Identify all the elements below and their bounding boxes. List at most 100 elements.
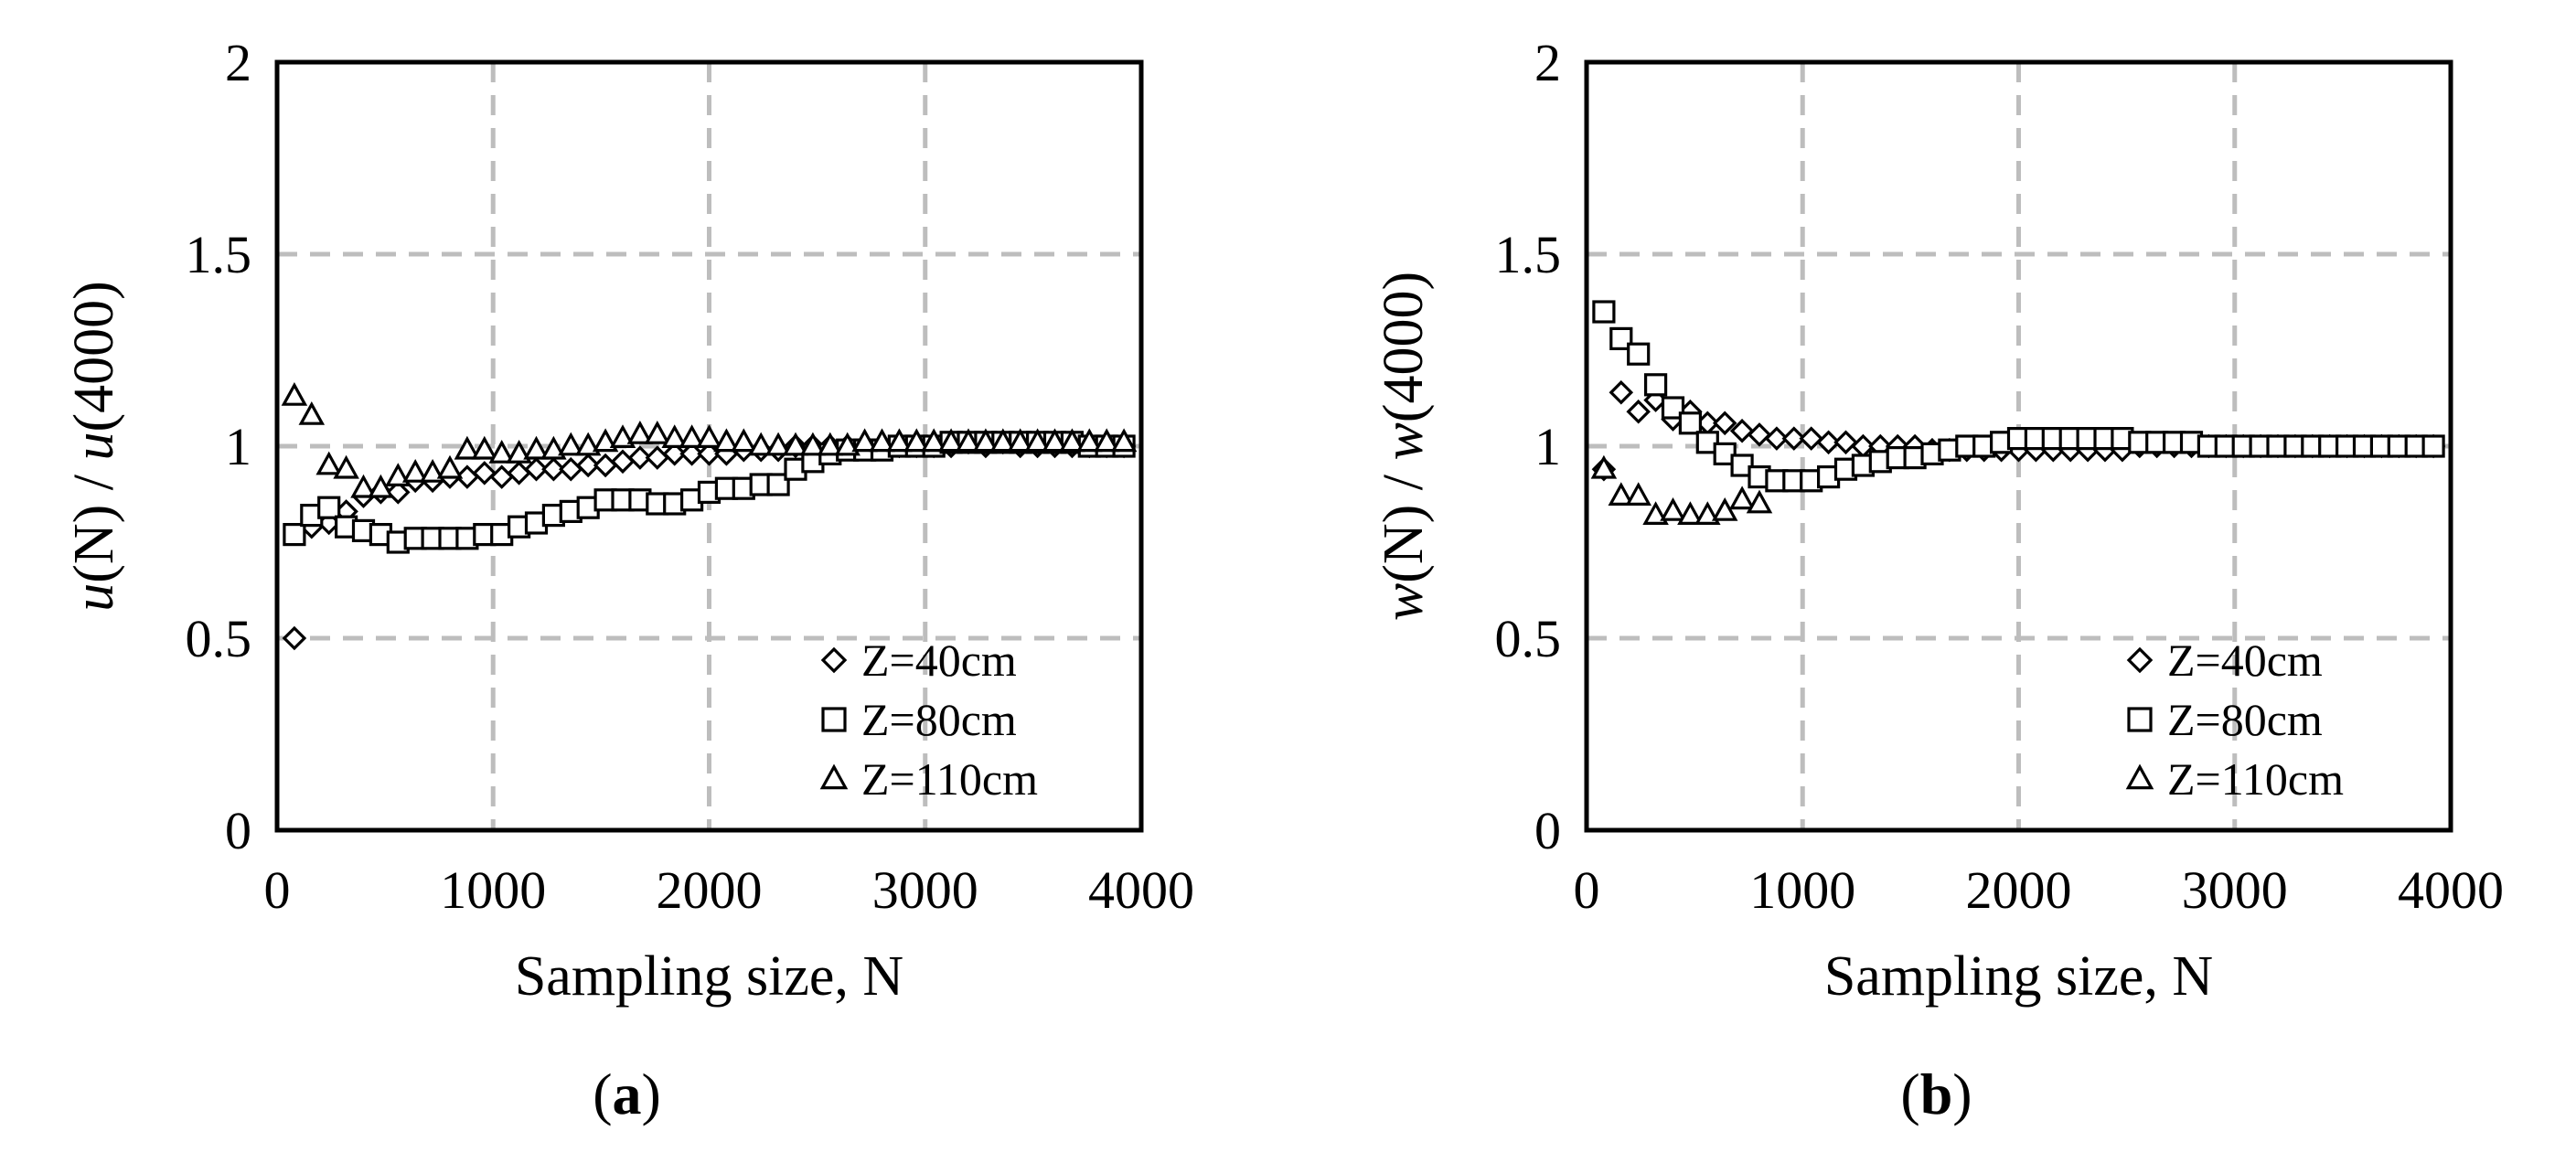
square-marker [1643, 373, 1668, 397]
diamond-marker [1626, 399, 1651, 424]
triangle-marker [609, 424, 636, 448]
triangle-marker [764, 432, 792, 456]
triangle-marker [661, 424, 688, 448]
triangle-marker [834, 432, 860, 456]
panel-caption: (b) [1900, 1062, 1972, 1126]
diamond-marker [1609, 379, 1634, 405]
square-marker [1713, 442, 1737, 465]
y-axis-var2: u [63, 432, 125, 461]
triangle-marker [747, 432, 775, 456]
y-tick-label: 1.5 [186, 225, 252, 284]
triangle-marker [1024, 428, 1051, 453]
triangle-marker [471, 435, 498, 460]
triangle-marker [886, 428, 913, 453]
diamond-marker [662, 442, 687, 466]
y-tick-label: 2 [1534, 33, 1561, 92]
x-tick-label: 2000 [657, 860, 763, 920]
triangle-marker [1110, 428, 1138, 453]
legend-diamond-symbol [820, 646, 848, 674]
triangle-marker [488, 439, 515, 464]
panel-b-chart: 0 0.5 1 1.5 2 0 1000 2000 3000 4000 Sampling siz… [1373, 33, 2504, 1126]
triangle-marker [1007, 428, 1033, 453]
triangle-marker [281, 381, 308, 406]
x-tick-labels: 0 1000 2000 3000 4000 [1574, 860, 2505, 920]
y-tick-label: 1 [225, 417, 251, 476]
plot-frame [1584, 59, 2453, 833]
triangle-marker [799, 432, 827, 456]
x-tick-label: 4000 [2398, 860, 2504, 920]
triangle-marker [1625, 482, 1651, 507]
legend-square-symbol [2127, 707, 2153, 732]
square-marker [2421, 434, 2445, 458]
triangle-marker [1746, 489, 1773, 514]
diamond-marker [679, 442, 704, 466]
square-marker [283, 522, 306, 547]
diamond-marker [1764, 426, 1790, 451]
triangle-marker [523, 435, 550, 460]
y-tick-label: 0 [225, 801, 251, 860]
legend-square-symbol [821, 707, 847, 732]
triangle-marker [869, 428, 895, 453]
y-axis-label: u(N) / u(4000) [63, 281, 125, 612]
square-marker [1678, 411, 1703, 435]
legend-label: Z=110cm [2167, 753, 2344, 805]
x-tick-label: 4000 [1088, 860, 1194, 920]
y-axis-label: w(N) / w(4000) [1373, 272, 1435, 621]
x-tick-label: 3000 [2182, 860, 2288, 920]
legend-triangle-symbol [2125, 763, 2154, 790]
square-marker [1609, 326, 1633, 350]
data-markers [1590, 300, 2446, 526]
x-tick-label: 0 [264, 860, 291, 920]
triangle-marker [1042, 428, 1068, 453]
y-tick-label: 1 [1534, 417, 1561, 476]
triangle-marker [506, 439, 532, 464]
triangle-marker [782, 432, 809, 456]
diamond-marker [610, 449, 636, 475]
triangle-marker [540, 435, 567, 460]
diamond-marker [593, 453, 618, 478]
square-marker [766, 473, 790, 496]
legend-triangle-symbol [819, 763, 849, 790]
x-tick-label: 1000 [440, 860, 546, 920]
triangle-marker [1728, 485, 1756, 510]
panel-caption: (a) [593, 1062, 661, 1126]
triangle-marker [679, 424, 705, 448]
y-axis-var: u [63, 583, 125, 612]
data-markers [281, 381, 1138, 651]
y-tick-label: 1.5 [1495, 225, 1562, 284]
x-tick-label: 3000 [872, 860, 978, 920]
diamond-marker [575, 453, 601, 478]
legend-label: Z=110cm [861, 753, 1038, 805]
triangle-marker [436, 454, 464, 479]
triangle-marker [626, 420, 654, 444]
diamond-marker [472, 461, 497, 485]
diamond-marker [541, 456, 566, 482]
triangle-marker [368, 474, 394, 498]
triangle-marker [817, 432, 844, 456]
y-tick-labels: 0 0.5 1 1.5 2 [1495, 33, 1562, 860]
triangle-marker [903, 428, 930, 453]
triangle-marker [1059, 428, 1085, 453]
diamond-marker [1712, 411, 1737, 436]
legend-label: Z=40cm [861, 635, 1017, 686]
diamond-marker [1729, 418, 1755, 443]
triangle-marker [937, 428, 965, 453]
legend: Z=40cm Z=80cm Z=110cm [819, 635, 1038, 805]
diamond-marker [1799, 426, 1823, 451]
triangle-marker [558, 432, 584, 456]
triangle-marker [1093, 428, 1120, 453]
x-tick-label: 0 [1574, 860, 1600, 920]
triangle-marker [1076, 428, 1103, 453]
square-marker [1695, 431, 1719, 454]
panel-a-chart: 0 0.5 1 1.5 2 0 1000 2000 3000 4000 Sampling siz… [63, 33, 1194, 1126]
triangle-marker [851, 428, 878, 453]
triangle-marker [574, 432, 602, 456]
triangle-marker [1694, 501, 1721, 526]
legend-label: Z=80cm [2167, 694, 2323, 745]
diamond-marker [282, 625, 307, 651]
y-tick-label: 0.5 [1495, 609, 1562, 668]
caption-letter: a [613, 1062, 642, 1126]
triangle-marker [454, 435, 481, 460]
diamond-marker [559, 456, 583, 482]
